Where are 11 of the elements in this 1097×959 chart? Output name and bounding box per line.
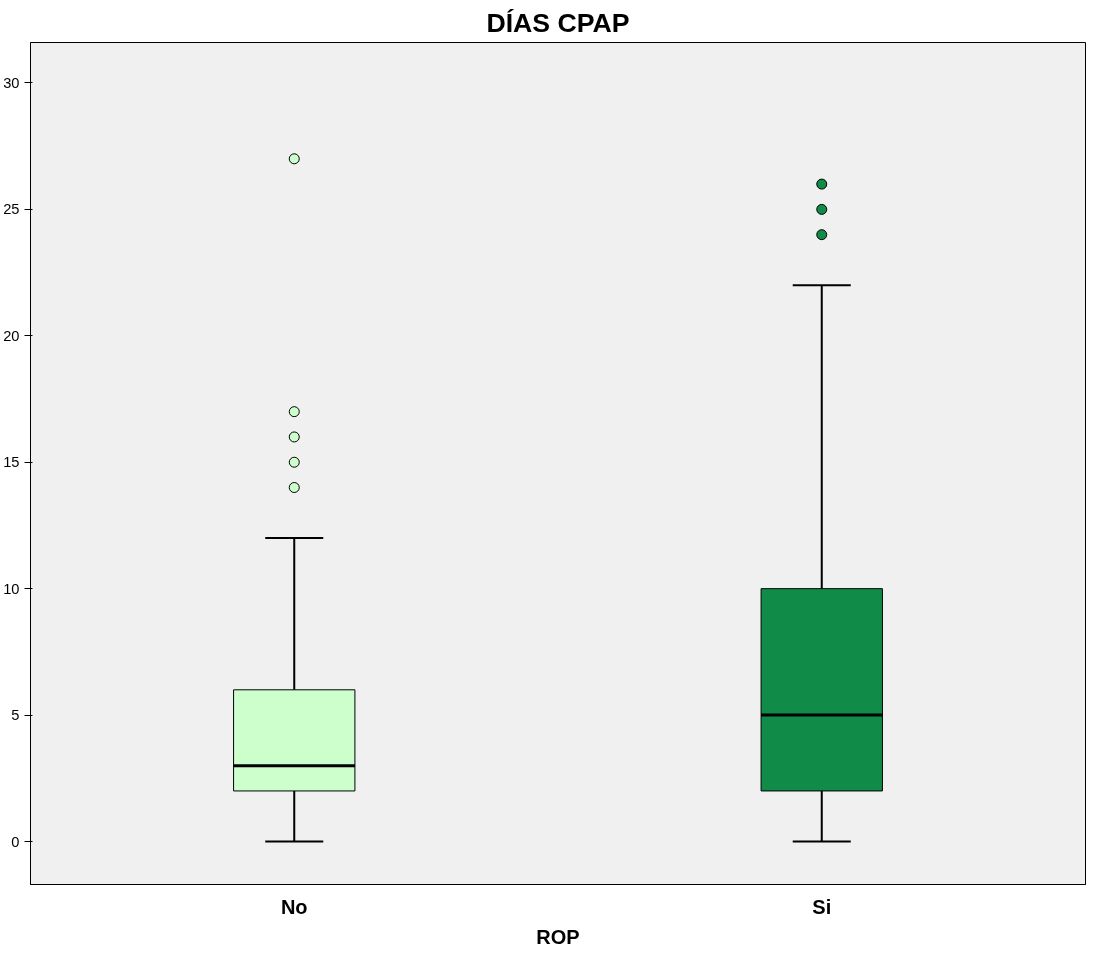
y-tick-label: 25 — [3, 201, 20, 218]
y-tick-label: 5 — [11, 707, 20, 724]
chart-title: DÍAS CPAP — [486, 7, 630, 38]
y-tick-label: 20 — [3, 327, 20, 344]
y-tick-label: 0 — [11, 833, 20, 850]
x-axis-title: ROP — [536, 925, 580, 948]
x-tick-label: Si — [812, 895, 832, 918]
y-tick-label: 30 — [3, 74, 20, 91]
y-tick-label: 10 — [3, 580, 20, 597]
x-tick-label: No — [280, 895, 308, 918]
y-tick-label: 15 — [3, 454, 20, 471]
